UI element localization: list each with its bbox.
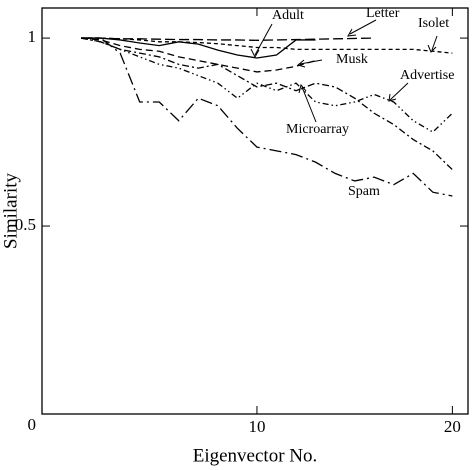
series-line (81, 37, 375, 41)
series-label: Advertise (400, 68, 454, 83)
plot-frame (41, 7, 469, 415)
y-tick-label: 0 (28, 415, 37, 434)
series-line (81, 37, 316, 73)
series-label: Adult (272, 8, 304, 23)
y-tick-label: 0.5 (15, 215, 36, 234)
series-line (81, 37, 316, 59)
y-axis-label: Similarity (0, 173, 21, 250)
series-label: Musk (336, 52, 368, 67)
series-line (81, 37, 453, 54)
series-label: Microarray (286, 122, 349, 137)
series-label: Spam (348, 184, 380, 199)
series-label: Letter (366, 6, 400, 21)
x-axis-label: Eigenvector No. (193, 445, 318, 466)
series-line (80, 37, 453, 171)
x-tick-label: 10 (248, 417, 265, 436)
series-line (81, 37, 453, 197)
annotation-arrows (250, 19, 438, 123)
y-tick-label: 1 (28, 27, 37, 46)
x-tick-label: 20 (444, 417, 461, 436)
series-label: Isolet (418, 16, 449, 31)
